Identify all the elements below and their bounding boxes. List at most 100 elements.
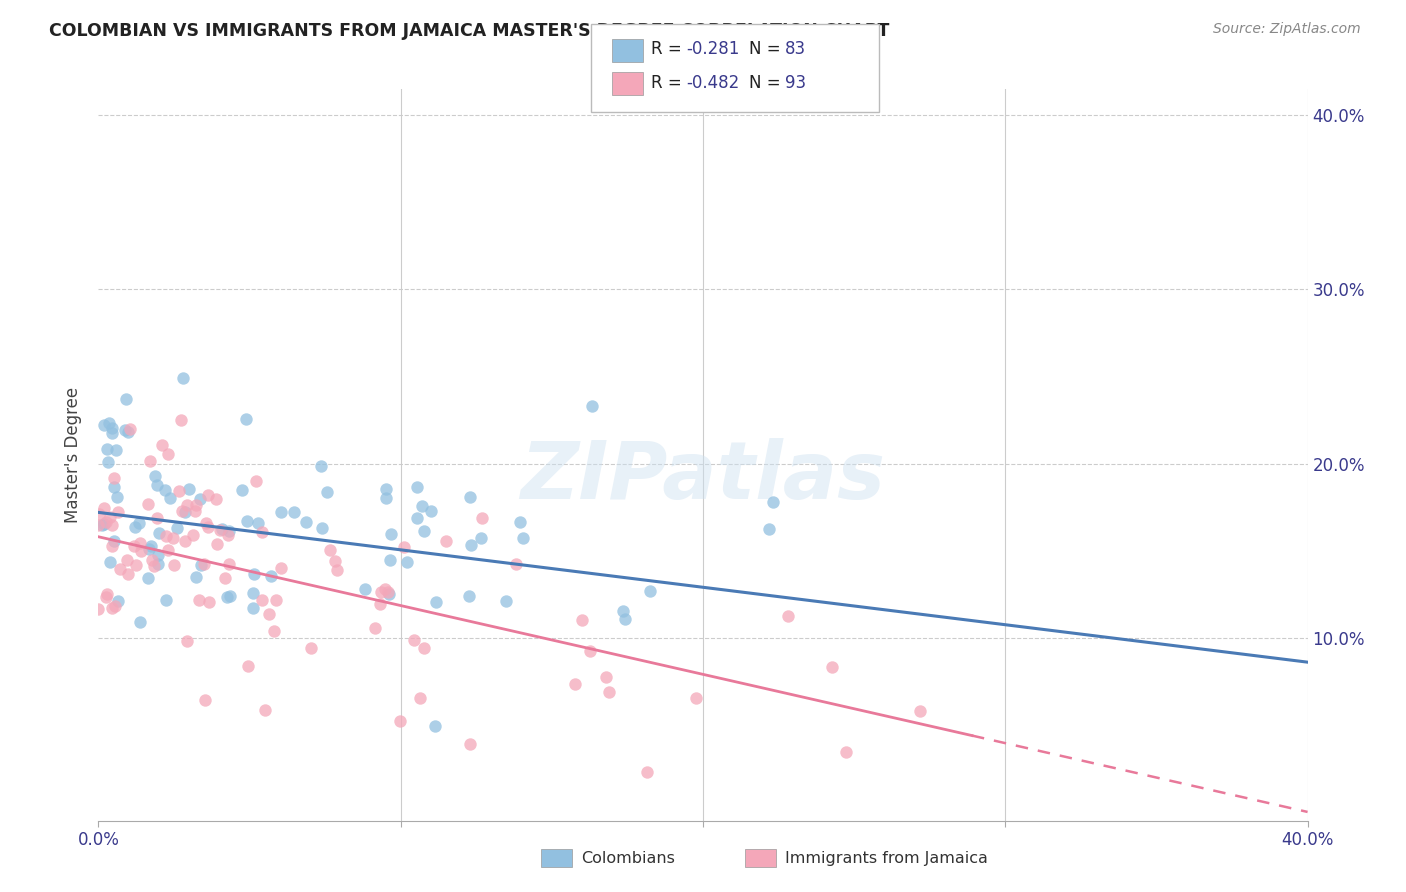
Point — [564, 677, 586, 691]
Point — [402, 632, 425, 647]
Point — [103, 533, 125, 548]
Point — [319, 543, 342, 558]
Point — [374, 582, 396, 596]
Point — [409, 691, 432, 706]
Point — [205, 492, 228, 507]
Point — [117, 567, 139, 582]
Point — [423, 719, 446, 733]
Text: N =: N = — [749, 40, 786, 58]
Point — [315, 484, 337, 499]
Point — [218, 557, 240, 571]
Point — [172, 504, 194, 518]
Point — [197, 594, 219, 608]
Point — [90, 518, 112, 533]
Point — [107, 490, 129, 504]
Point — [471, 511, 494, 525]
Point — [172, 370, 194, 384]
Point — [420, 504, 443, 518]
Point — [215, 590, 238, 604]
Point — [98, 509, 121, 524]
Point — [392, 540, 415, 554]
Point — [613, 612, 636, 626]
Point — [326, 563, 349, 577]
Point — [375, 491, 398, 505]
Point — [190, 558, 212, 572]
Text: Source: ZipAtlas.com: Source: ZipAtlas.com — [1213, 22, 1361, 37]
Point — [509, 516, 531, 530]
Point — [97, 455, 120, 469]
Point — [115, 392, 138, 406]
Point — [375, 482, 398, 496]
Point — [155, 529, 177, 543]
Point — [93, 417, 115, 432]
Point — [425, 595, 447, 609]
Text: -0.482: -0.482 — [686, 74, 740, 92]
Point — [458, 490, 481, 504]
Point — [396, 555, 419, 569]
Point — [354, 582, 377, 596]
Point — [104, 442, 127, 457]
Point — [598, 685, 620, 699]
Point — [250, 593, 273, 607]
Point — [188, 491, 211, 506]
Point — [270, 561, 292, 575]
Point — [242, 566, 264, 581]
Point — [174, 505, 197, 519]
Point — [194, 516, 217, 530]
Point — [311, 521, 333, 535]
Point — [263, 624, 285, 639]
Point — [138, 542, 160, 557]
Point — [581, 399, 603, 413]
Text: COLOMBIAN VS IMMIGRANTS FROM JAMAICA MASTER'S DEGREE CORRELATION CHART: COLOMBIAN VS IMMIGRANTS FROM JAMAICA MAS… — [49, 22, 890, 40]
Point — [231, 483, 253, 497]
Point — [377, 584, 399, 599]
Point — [236, 514, 259, 528]
Point — [411, 500, 433, 514]
Point — [197, 519, 219, 533]
Point — [214, 571, 236, 585]
Point — [250, 524, 273, 539]
Point — [139, 539, 162, 553]
Point — [495, 594, 517, 608]
Text: 83: 83 — [785, 40, 806, 58]
Point — [758, 522, 780, 536]
Point — [434, 533, 457, 548]
Point — [114, 423, 136, 437]
Point — [142, 559, 165, 574]
Text: 93: 93 — [785, 74, 806, 92]
Point — [141, 553, 163, 567]
Point — [136, 571, 159, 585]
Point — [505, 558, 527, 572]
Point — [380, 527, 402, 541]
Point — [188, 592, 211, 607]
Point — [87, 518, 110, 533]
Point — [470, 531, 492, 545]
Point — [120, 422, 142, 436]
Point — [176, 633, 198, 648]
Point — [595, 669, 617, 683]
Point — [299, 640, 322, 655]
Point — [94, 516, 117, 530]
Point — [778, 609, 800, 624]
Point — [458, 737, 481, 751]
Point — [762, 495, 785, 509]
Point — [835, 745, 858, 759]
Point — [193, 557, 215, 571]
Point — [405, 510, 427, 524]
Point — [169, 413, 191, 427]
Point — [184, 504, 207, 518]
Point — [638, 584, 661, 599]
Point — [217, 528, 239, 542]
Point — [103, 480, 125, 494]
Y-axis label: Master's Degree: Master's Degree — [63, 387, 82, 523]
Point — [125, 558, 148, 573]
Point — [157, 447, 180, 461]
Point — [820, 660, 842, 674]
Point — [139, 454, 162, 468]
Point — [174, 533, 197, 548]
Point — [96, 442, 118, 456]
Point — [260, 568, 283, 582]
Point — [207, 536, 229, 550]
Point — [457, 589, 479, 603]
Point — [124, 520, 146, 534]
